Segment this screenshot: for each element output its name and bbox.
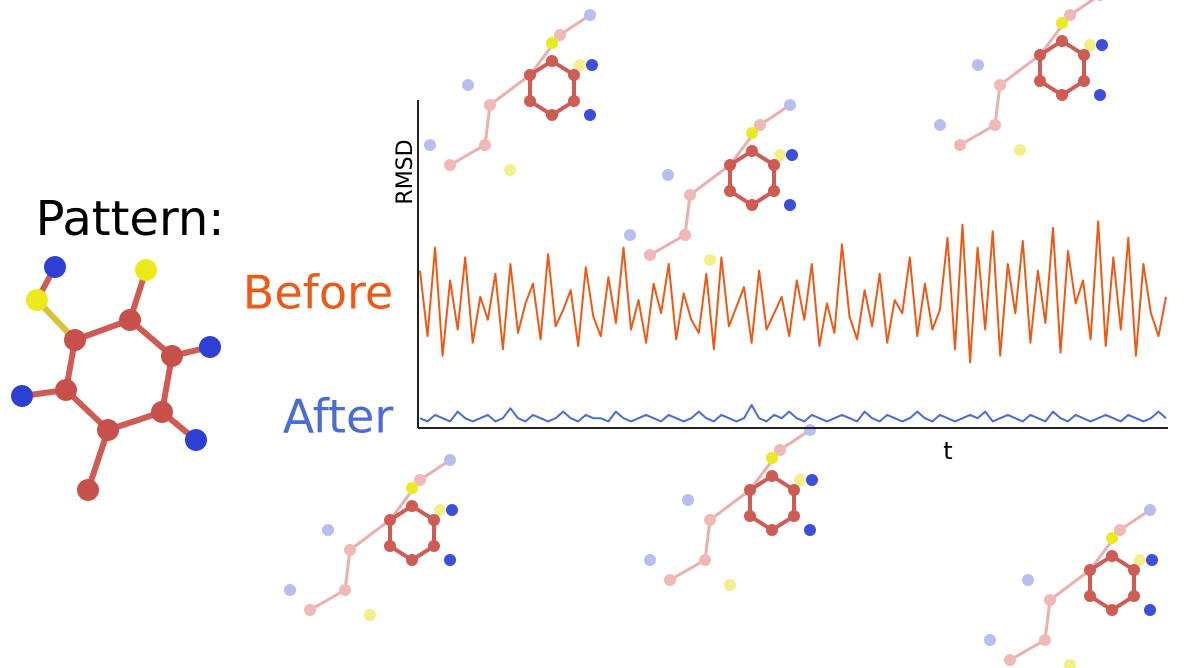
y-axis-label: RMSD — [393, 139, 418, 204]
data-line — [419, 404, 1167, 423]
molecule — [282, 452, 460, 623]
series-label: Before — [243, 266, 393, 320]
molecule — [622, 97, 800, 268]
data-line — [419, 220, 1167, 364]
molecule — [982, 502, 1160, 668]
molecule — [422, 7, 600, 178]
x-axis-label: t — [943, 437, 952, 465]
molecule — [932, 0, 1110, 158]
pattern-label: Pattern: — [36, 191, 225, 247]
pattern-molecule — [11, 256, 221, 501]
series-label: After — [283, 390, 394, 444]
molecule — [642, 422, 820, 593]
